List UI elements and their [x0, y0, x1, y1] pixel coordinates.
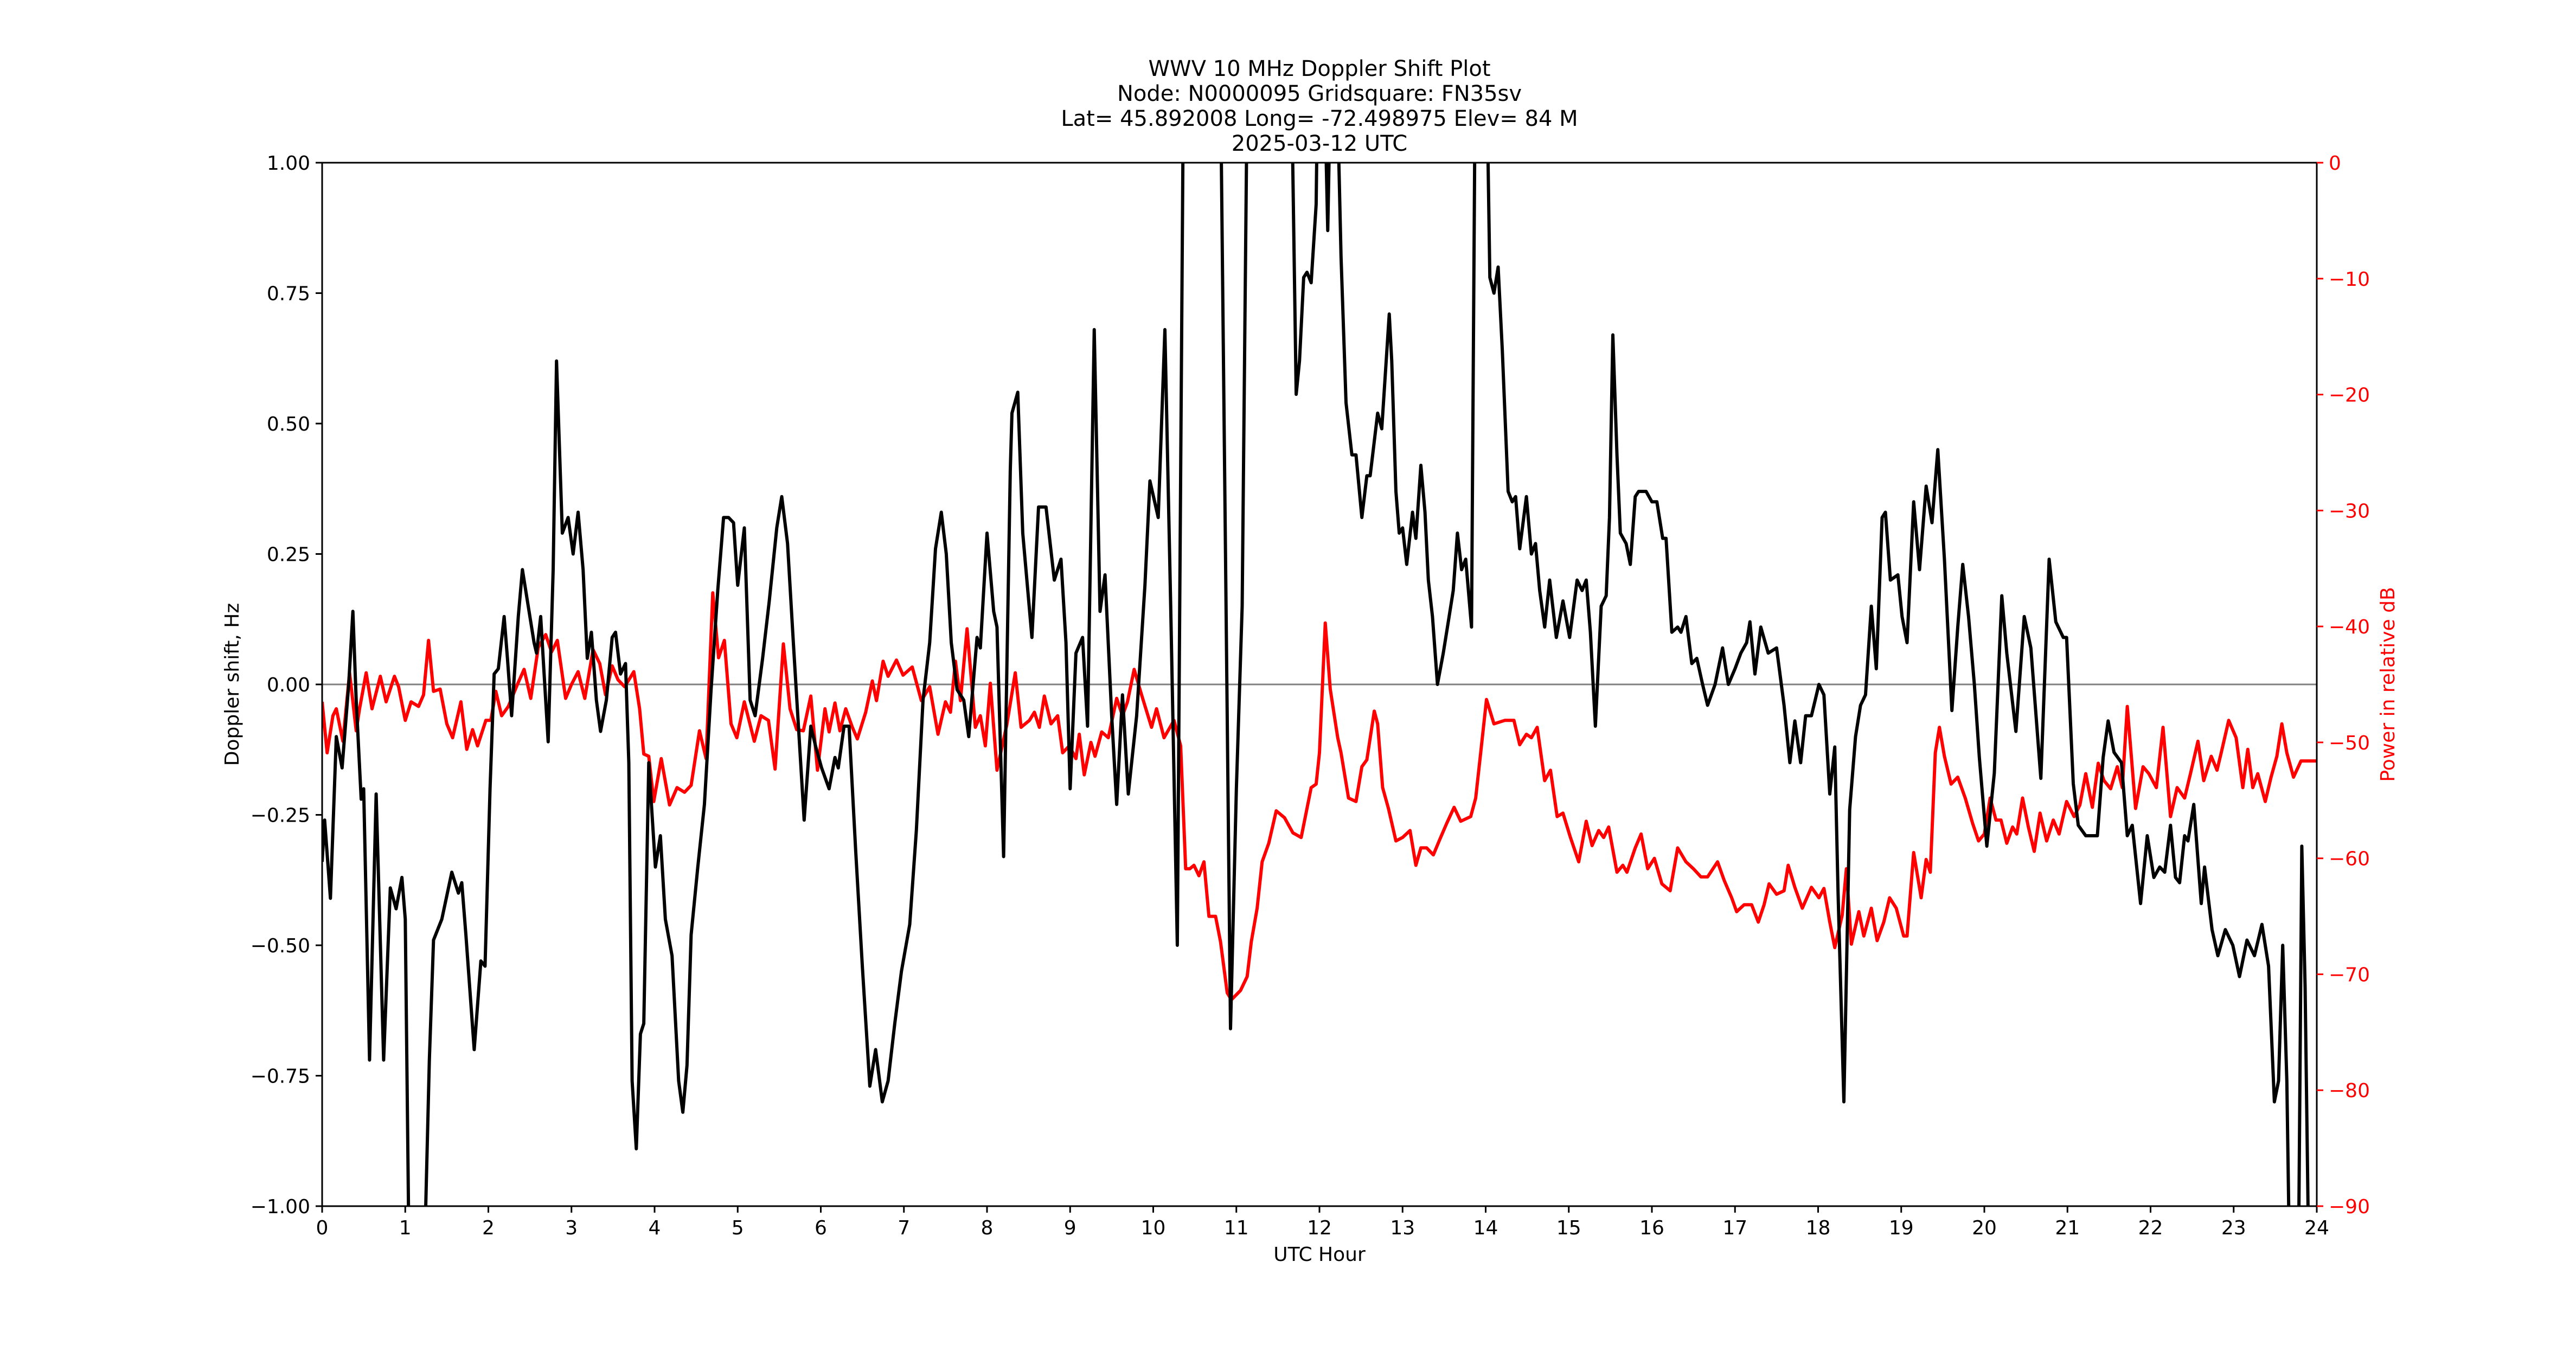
y-tick-label: −0.75: [251, 1066, 310, 1088]
y-tick-label: 0.75: [267, 283, 310, 305]
x-tick-label: 8: [981, 1217, 994, 1239]
x-axis-label: UTC Hour: [1273, 1244, 1366, 1266]
title-line-4: 2025-03-12 UTC: [1232, 131, 1407, 156]
x-tick-label: 16: [1639, 1217, 1664, 1239]
y2-tick-label: −80: [2329, 1080, 2370, 1102]
x-tick-label: 2: [482, 1217, 495, 1239]
y2-tick-label: −20: [2329, 385, 2370, 407]
y2-axis-ticks: −90 −80 −70 −60 −50 −40 −30 −20 −10 0: [2317, 152, 2370, 1218]
x-tick-label: 13: [1390, 1217, 1415, 1239]
x-tick-label: 9: [1064, 1217, 1076, 1239]
x-tick-label: 17: [1722, 1217, 1747, 1239]
y2-tick-label: −40: [2329, 616, 2370, 638]
x-tick-label: 1: [399, 1217, 412, 1239]
x-tick-label: 11: [1224, 1217, 1249, 1239]
x-axis-ticks: 0 1 2 3 4 5 6 7 8 9 10 11 12 13 14 15 16 17 18 19 20 21 22 23 24: [316, 1206, 2329, 1239]
x-tick-label: 4: [649, 1217, 661, 1239]
title-line-3: Lat= 45.892008 Long= -72.498975 Elev= 84…: [1061, 106, 1578, 131]
y2-tick-label: −70: [2329, 964, 2370, 986]
x-tick-label: 21: [2055, 1217, 2080, 1239]
x-tick-label: 10: [1141, 1217, 1166, 1239]
x-tick-label: 23: [2221, 1217, 2246, 1239]
x-tick-label: 24: [2304, 1217, 2329, 1239]
x-tick-label: 0: [316, 1217, 329, 1239]
x-tick-label: 22: [2138, 1217, 2163, 1239]
y-tick-label: 0.25: [267, 544, 310, 566]
y2-tick-label: −50: [2329, 732, 2370, 754]
y2-tick-label: −30: [2329, 500, 2370, 522]
y-tick-label: −0.50: [251, 935, 310, 957]
y-tick-label: −0.25: [251, 805, 310, 827]
x-tick-label: 19: [1889, 1217, 1914, 1239]
x-tick-label: 6: [815, 1217, 827, 1239]
x-tick-label: 3: [565, 1217, 578, 1239]
y2-tick-label: −60: [2329, 848, 2370, 870]
y-tick-label: 0.50: [267, 413, 310, 435]
y-axis-label: Doppler shift, Hz: [221, 603, 243, 766]
x-tick-label: 18: [1806, 1217, 1831, 1239]
x-tick-label: 14: [1473, 1217, 1498, 1239]
x-tick-label: 12: [1307, 1217, 1332, 1239]
x-tick-label: 15: [1556, 1217, 1581, 1239]
title-line-2: Node: N0000095 Gridsquare: FN35sv: [1117, 81, 1522, 106]
series-layer: [322, 163, 2317, 1206]
power-db-line: [322, 591, 2317, 1002]
y2-tick-label: −90: [2329, 1196, 2370, 1218]
y-axis-ticks: −1.00 −0.75 −0.50 −0.25 0.00 0.25 0.50 0.75 1.00: [251, 152, 322, 1218]
x-tick-label: 20: [1972, 1217, 1997, 1239]
x-tick-label: 5: [732, 1217, 744, 1239]
y-tick-label: 0.00: [267, 674, 310, 696]
y2-axis-label: Power in relative dB: [2377, 587, 2399, 782]
x-tick-label: 7: [898, 1217, 910, 1239]
y-tick-label: −1.00: [251, 1196, 310, 1218]
title-line-1: WWV 10 MHz Doppler Shift Plot: [1148, 56, 1490, 81]
y-tick-label: 1.00: [267, 152, 310, 175]
y2-tick-label: −10: [2329, 268, 2370, 291]
y2-tick-label: 0: [2329, 152, 2341, 175]
doppler-shift-line: [322, 163, 2310, 1206]
